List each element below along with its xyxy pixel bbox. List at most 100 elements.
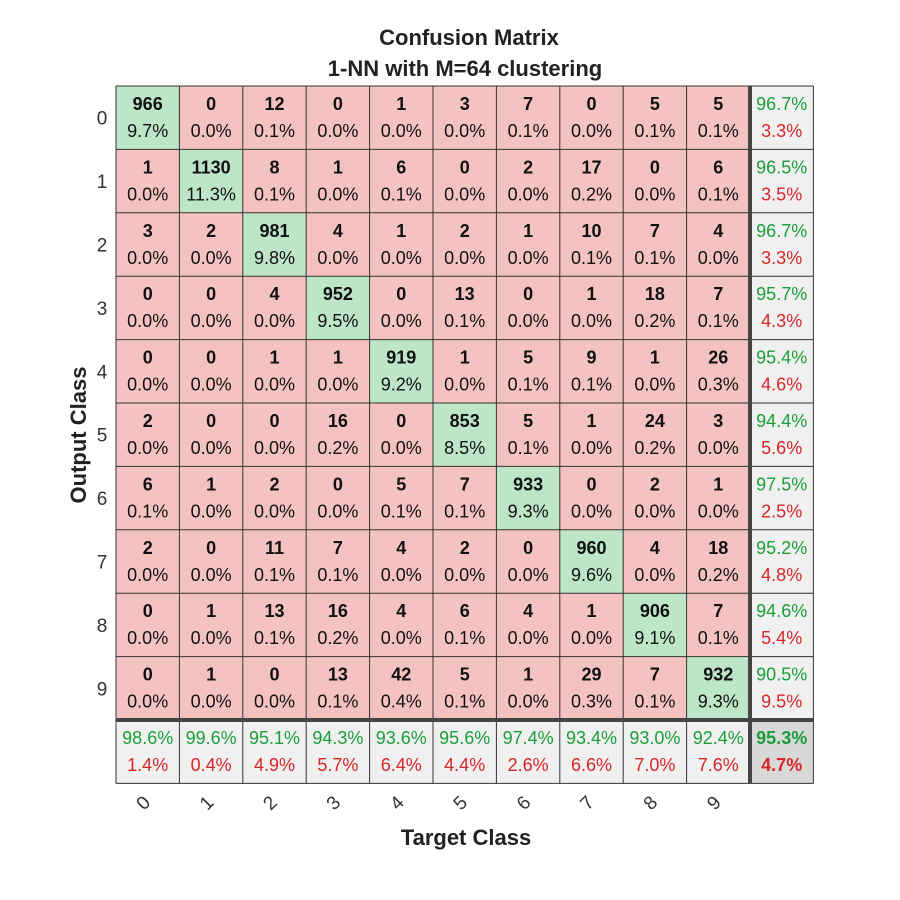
matrix-cell: 16 0.2%	[306, 403, 370, 467]
cell-count: 0	[586, 94, 596, 114]
row-correct-rate: 96.5%	[756, 157, 807, 177]
x-axis-label: Target Class	[401, 825, 531, 850]
cell-percent: 0.0%	[127, 565, 168, 585]
off-diagonal-cell-bg	[369, 212, 433, 277]
cell-percent: 0.0%	[444, 248, 485, 268]
cell-count: 0	[586, 474, 596, 494]
cell-count: 1	[333, 348, 343, 368]
cell-count: 7	[713, 601, 723, 621]
cell-percent: 0.0%	[127, 375, 168, 395]
off-diagonal-cell-bg	[369, 276, 433, 340]
diagonal-cell-bg	[559, 529, 624, 594]
cell-count: 6	[143, 474, 153, 494]
x-tick-label: 6	[513, 792, 535, 814]
off-diagonal-cell-bg	[496, 593, 560, 657]
matrix-cell: 0 0.0%	[242, 403, 307, 467]
cell-percent: 0.0%	[191, 121, 232, 141]
cell-count: 0	[269, 665, 279, 685]
y-axis-label: Output Class	[66, 367, 91, 504]
matrix-cell: 24 0.2%	[623, 403, 687, 467]
off-diagonal-cell-bg	[306, 466, 370, 530]
off-diagonal-cell-bg	[433, 466, 497, 530]
cell-percent: 9.3%	[508, 501, 549, 521]
column-summary-cell: 93.6% 6.4%	[369, 720, 433, 784]
cell-percent: 0.0%	[381, 311, 422, 331]
off-diagonal-cell-bg	[559, 656, 624, 720]
cell-count: 5	[713, 94, 723, 114]
cell-count: 7	[523, 94, 533, 114]
cell-count: 3	[460, 94, 470, 114]
cell-count: 0	[460, 157, 470, 177]
cell-percent: 0.0%	[571, 121, 612, 141]
cell-count: 6	[396, 157, 406, 177]
off-diagonal-cell-bg	[179, 529, 243, 594]
matrix-cell: 6 0.1%	[116, 466, 180, 530]
row-summary-bg	[750, 529, 814, 594]
row-error-rate: 3.5%	[761, 184, 802, 204]
cell-count: 0	[206, 411, 216, 431]
cell-count: 4	[523, 601, 533, 621]
cell-percent: 0.4%	[381, 692, 422, 712]
matrix-cell: 6 0.1%	[686, 149, 750, 213]
cell-count: 10	[581, 221, 601, 241]
cell-percent: 0.1%	[317, 565, 358, 585]
cell-count: 1	[206, 665, 216, 685]
row-summary-cell: 96.7% 3.3%	[750, 212, 814, 277]
cell-count: 853	[450, 411, 480, 431]
diagonal-cell-bg	[623, 593, 687, 657]
x-tick-label: 1	[196, 792, 218, 814]
off-diagonal-cell-bg	[559, 339, 624, 403]
row-summary-cell: 90.5% 9.5%	[750, 656, 814, 720]
matrix-cell: 0 0.0%	[116, 276, 180, 340]
row-summary-bg	[750, 593, 814, 657]
cell-count: 3	[713, 411, 723, 431]
chart-title: Confusion Matrix	[379, 25, 559, 50]
row-summary-cell: 95.7% 4.3%	[750, 276, 814, 340]
matrix-cell: 853 8.5%	[433, 403, 497, 467]
cell-count: 2	[650, 474, 660, 494]
cell-count: 17	[581, 157, 601, 177]
cell-percent: 0.1%	[444, 628, 485, 648]
cell-count: 1	[206, 474, 216, 494]
matrix-cell: 0 0.0%	[369, 276, 433, 340]
off-diagonal-cell-bg	[496, 86, 560, 150]
cell-percent: 0.0%	[571, 501, 612, 521]
row-summary-cell: 94.4% 5.6%	[750, 403, 814, 467]
matrix-cell: 1 0.0%	[179, 593, 243, 657]
off-diagonal-cell-bg	[116, 339, 180, 403]
off-diagonal-cell-bg	[116, 593, 180, 657]
matrix-cell: 13 0.1%	[306, 656, 370, 720]
row-error-rate: 3.3%	[761, 248, 802, 268]
off-diagonal-cell-bg	[242, 86, 307, 150]
off-diagonal-cell-bg	[306, 403, 370, 467]
cell-percent: 0.0%	[127, 438, 168, 458]
matrix-cell: 906 9.1%	[623, 593, 687, 657]
cell-percent: 0.0%	[571, 311, 612, 331]
off-diagonal-cell-bg	[369, 466, 433, 530]
cell-count: 16	[328, 601, 348, 621]
cell-count: 0	[206, 284, 216, 304]
off-diagonal-cell-bg	[116, 212, 180, 277]
column-correct-rate: 95.1%	[249, 728, 300, 748]
overall-accuracy-cell: 95.3% 4.7%	[750, 720, 814, 784]
column-correct-rate: 94.3%	[312, 728, 363, 748]
matrix-cell: 13 0.1%	[433, 276, 497, 340]
row-summary-cell: 97.5% 2.5%	[750, 466, 814, 530]
cell-percent: 0.2%	[317, 628, 358, 648]
cell-percent: 0.1%	[254, 565, 295, 585]
matrix-cell: 4 0.0%	[686, 212, 750, 277]
cell-percent: 0.0%	[698, 438, 739, 458]
matrix-cell: 981 9.8%	[242, 212, 307, 277]
matrix-cell: 1 0.0%	[179, 466, 243, 530]
cell-count: 4	[333, 221, 343, 241]
matrix-cell: 4 0.0%	[306, 212, 370, 277]
row-summary-bg	[750, 86, 814, 150]
off-diagonal-cell-bg	[179, 86, 243, 150]
matrix-cell: 1 0.0%	[369, 212, 433, 277]
cell-count: 960	[576, 538, 606, 558]
row-summary-bg	[750, 656, 814, 720]
matrix-cell: 1 0.0%	[179, 656, 243, 720]
column-summary-bg	[433, 720, 497, 784]
matrix-cell: 5 0.1%	[686, 86, 750, 150]
matrix-cell: 6 0.1%	[433, 593, 497, 657]
